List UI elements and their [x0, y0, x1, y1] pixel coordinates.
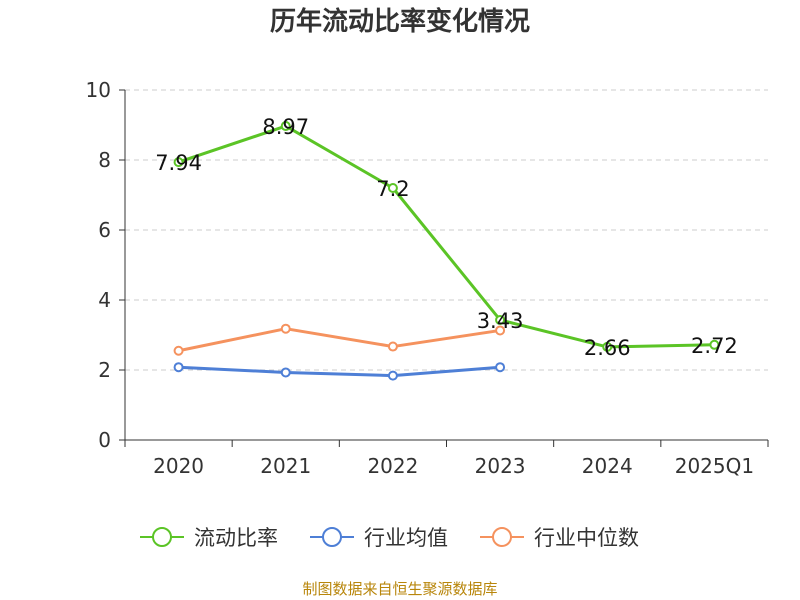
chart-title: 历年流动比率变化情况	[269, 7, 530, 37]
legend-item-1: 流动比率	[140, 526, 278, 550]
x-tick-label: 2022	[367, 454, 418, 478]
data-label: 7.2	[376, 177, 409, 201]
series-1-point	[173, 157, 184, 168]
data-label-layer: 7.94 8.97 7.2 3.43 2.66 2.72	[155, 115, 738, 360]
series-3-point	[495, 325, 506, 336]
legend-marker	[492, 527, 512, 547]
series-layer	[173, 121, 720, 381]
series-1-point	[387, 183, 398, 193]
legend-marker	[152, 527, 172, 547]
grid-layer	[125, 89, 768, 371]
legend-item-2: 行业均值	[310, 526, 448, 550]
x-tick-label: 2020	[153, 454, 204, 478]
series-1-point	[709, 339, 720, 350]
series-2-point	[173, 362, 184, 373]
series-1-point	[280, 121, 291, 132]
x-tick-label: 2025Q1	[675, 454, 754, 478]
source-note: 制图数据来自恒生聚源数据库	[302, 580, 498, 598]
y-tick-label: 0	[98, 428, 111, 452]
legend-label: 行业中位数	[534, 526, 639, 550]
x-tick-label: 2024	[582, 454, 633, 478]
series-2-point	[280, 367, 291, 378]
series-3-point	[387, 341, 398, 352]
data-label: 8.97	[262, 115, 309, 139]
y-tick-label: 8	[98, 148, 111, 172]
series-1-point	[602, 341, 613, 352]
x-tick-label: 2021	[260, 454, 311, 478]
series-3-point	[280, 323, 291, 334]
y-tick-label: 6	[98, 218, 111, 242]
series-2-point	[495, 362, 506, 373]
series-3-point	[173, 345, 184, 356]
data-label: 7.94	[155, 151, 202, 175]
legend-label: 行业均值	[364, 526, 448, 550]
y-tick-label: 2	[98, 358, 111, 382]
legend-item-3: 行业中位数	[480, 526, 639, 550]
series-line-3	[178, 327, 501, 353]
series-line-2	[178, 365, 501, 378]
data-label: 3.43	[477, 309, 524, 333]
series-2-point	[387, 370, 398, 381]
legend-marker	[322, 527, 342, 547]
y-tick-label: 10	[86, 78, 111, 102]
legend-label: 流动比率	[194, 526, 278, 550]
data-label: 2.66	[584, 336, 631, 360]
legend: 流动比率 行业均值 行业中位数	[140, 526, 639, 550]
series-1-point	[495, 314, 506, 325]
y-tick-label: 4	[98, 288, 111, 312]
x-tick-label: 2023	[475, 454, 526, 478]
data-label: 2.72	[691, 334, 738, 358]
axis-layer: 0 2 4 6 8 10 2020 2021 2022 2023 2024 2025Q1	[86, 78, 769, 478]
series-line-1	[178, 124, 715, 349]
